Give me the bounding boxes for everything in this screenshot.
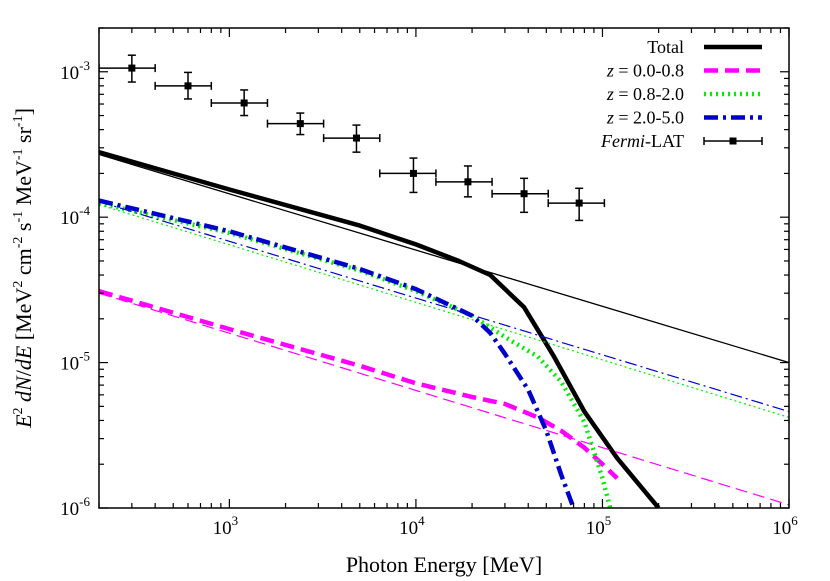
fermi-lat-points [99,54,606,222]
y-tick-label: 10-4 [60,203,90,229]
series-line-2 [99,288,619,480]
legend-entry: z = 0.8-2.0 [606,84,762,104]
x-tick-label: 106 [772,513,798,539]
legend-label: Total [647,37,684,57]
x-tick-label: 104 [399,513,425,539]
fermi-lat-point [491,177,549,214]
axis-ticks: 103 104 105 106 10-6 10-5 10-4 10-3 [60,27,798,539]
legend-label: z = 2.0-5.0 [606,108,684,128]
y-tick-label: 10-6 [60,494,90,520]
fermi-lat-point [210,89,269,117]
fermi-lat-point [322,124,381,153]
series-line-6 [99,198,576,508]
legend-entry: z = 2.0-5.0 [606,108,762,128]
series-line-0 [99,150,661,508]
fermi-lat-point [435,165,493,198]
legend-entry: Fermi-LAT [600,131,763,151]
x-axis-label: Photon Energy [MeV] [346,552,542,577]
fermi-lat-point [99,54,156,83]
series-line-7 [99,201,789,413]
fermi-lat-point [266,112,325,136]
x-tick-label: 103 [213,513,239,539]
y-tick-label: 10-5 [60,349,90,375]
series-line-3 [99,292,789,506]
legend-label: Fermi-LAT [600,131,684,151]
series-line-1 [99,153,789,364]
y-axis-label: E2 dN/dE [MeV2 cm-2 s-1 MeV-1 sr-1] [11,108,36,429]
plot-frame [98,27,790,509]
legend-label: z = 0.0-0.8 [606,61,684,81]
x-tick-label: 105 [586,513,612,539]
series-line-4 [99,200,613,508]
legend-label: z = 0.8-2.0 [606,84,684,104]
y-tick-label: 10-3 [60,58,90,84]
fermi-lat-point [379,157,437,194]
legend-entry: Total [647,37,762,57]
legend-entry: z = 0.0-0.8 [606,61,762,81]
fermi-lat-point [154,71,213,100]
series-line-5 [99,204,789,418]
legend: Total z = 0.0-0.8 z = 0.8-2.0 z = 2.0-5.0 Fe… [600,37,763,151]
series-layer [99,150,789,508]
fermi-lat-point [547,187,606,222]
